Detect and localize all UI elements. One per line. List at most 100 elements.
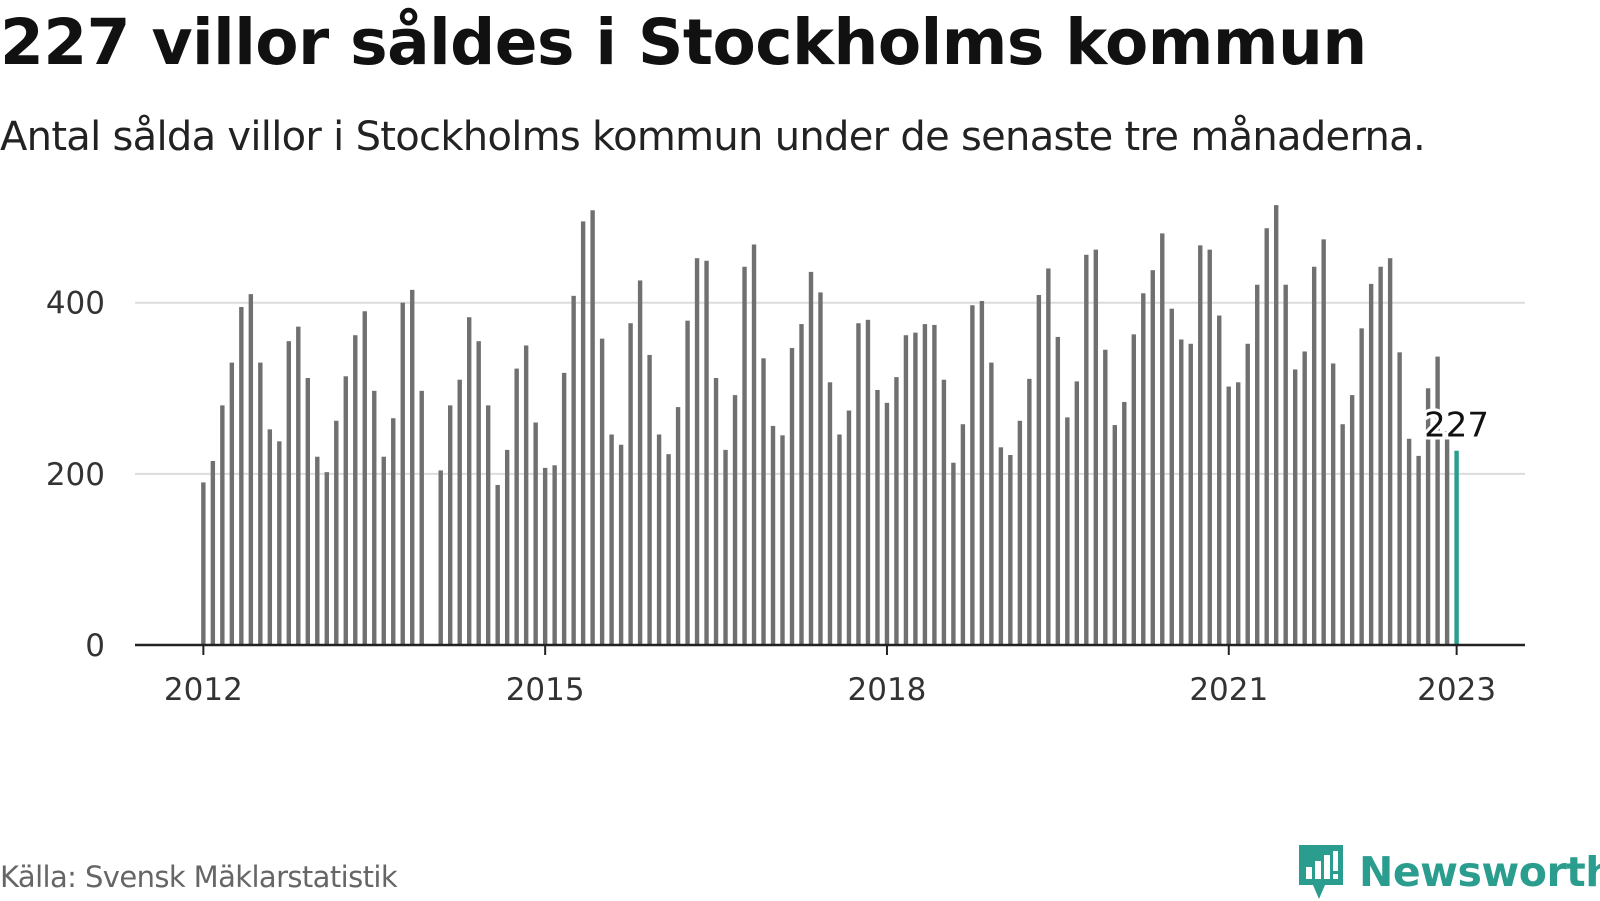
bar — [1226, 386, 1231, 645]
bar — [1036, 294, 1042, 645]
bar — [1330, 363, 1336, 645]
bar — [1425, 388, 1431, 645]
bar — [685, 320, 690, 645]
bar — [1359, 328, 1364, 645]
bar — [932, 324, 937, 645]
bar — [457, 379, 462, 645]
bar — [1217, 315, 1222, 645]
bar — [334, 420, 339, 645]
bar — [628, 323, 633, 645]
bar — [761, 358, 766, 645]
bar — [903, 335, 909, 645]
y-tick-label: 0 — [85, 628, 105, 664]
bar — [1179, 339, 1184, 645]
bar — [315, 456, 320, 645]
bar — [1236, 382, 1241, 645]
bar — [220, 405, 225, 645]
bar — [865, 319, 871, 645]
bar — [286, 341, 292, 645]
bar — [381, 456, 386, 645]
bar — [742, 266, 747, 645]
bar — [1017, 420, 1023, 645]
bar — [1112, 425, 1117, 645]
bar — [561, 372, 567, 645]
chart-subtitle: Antal sålda villor i Stockholms kommun u… — [0, 114, 1426, 160]
bar — [1311, 266, 1317, 645]
bar — [296, 326, 301, 645]
bar — [713, 378, 719, 645]
bar — [391, 418, 396, 645]
bar — [1084, 254, 1089, 645]
bar — [353, 335, 358, 645]
bar — [846, 410, 852, 645]
bar — [248, 294, 254, 645]
bar — [1378, 266, 1383, 645]
bar — [514, 368, 519, 645]
x-tick-label: 2012 — [164, 672, 243, 708]
bar-chart: 0 200 400 2012 2015 2018 2021 2023 227 — [46, 205, 1525, 708]
bar — [1435, 356, 1440, 645]
bar — [590, 210, 595, 645]
bar — [485, 405, 491, 645]
bar — [1046, 268, 1051, 645]
bar — [267, 429, 273, 645]
bar — [656, 434, 662, 645]
bar — [960, 424, 966, 645]
bar-highlight — [1454, 450, 1459, 645]
bar — [476, 341, 481, 645]
bar — [504, 449, 510, 645]
bar — [609, 434, 614, 645]
bar — [1264, 228, 1269, 645]
bar — [1169, 308, 1174, 645]
newsworthy-chart-bubble-icon — [1299, 845, 1343, 899]
bar — [1416, 455, 1421, 645]
bar — [1387, 258, 1393, 645]
bar — [922, 324, 928, 645]
bar — [1274, 205, 1279, 645]
bar — [1292, 369, 1298, 645]
bar — [1027, 378, 1032, 645]
bar — [552, 465, 557, 645]
bar — [580, 221, 586, 645]
bar — [1055, 336, 1061, 645]
bar — [1368, 283, 1374, 645]
bar — [210, 461, 216, 645]
bar — [1406, 438, 1412, 645]
y-tick-label: 400 — [46, 286, 105, 322]
bar — [1150, 270, 1155, 645]
bar — [438, 470, 443, 645]
bar — [448, 405, 453, 645]
bar — [324, 472, 329, 645]
bar — [305, 378, 310, 645]
bar — [951, 462, 956, 645]
bar — [419, 390, 424, 645]
bar — [837, 434, 842, 645]
bar — [400, 302, 405, 645]
x-tick-label: 2015 — [506, 672, 585, 708]
bar — [979, 300, 985, 645]
bar — [1302, 351, 1307, 645]
bar — [941, 379, 947, 645]
bar — [799, 324, 804, 645]
bar — [732, 395, 738, 645]
bar — [647, 354, 652, 645]
bar — [637, 280, 643, 645]
bar — [913, 332, 918, 645]
bar — [1008, 455, 1013, 645]
brand-name: Newsworthy — [1359, 848, 1600, 896]
bar — [827, 382, 833, 645]
bar — [1065, 417, 1070, 645]
bar — [1093, 249, 1099, 645]
bar — [894, 377, 899, 645]
source-credit: Källa: Svensk Mäklarstatistik — [0, 860, 398, 894]
bar — [1255, 284, 1260, 645]
bar — [970, 305, 975, 645]
bar — [372, 390, 377, 645]
bar — [495, 484, 500, 645]
bar — [523, 345, 529, 645]
bar — [884, 402, 890, 645]
bar — [1444, 431, 1450, 645]
bar — [1131, 334, 1136, 645]
bar — [599, 338, 605, 645]
bar — [258, 362, 263, 645]
